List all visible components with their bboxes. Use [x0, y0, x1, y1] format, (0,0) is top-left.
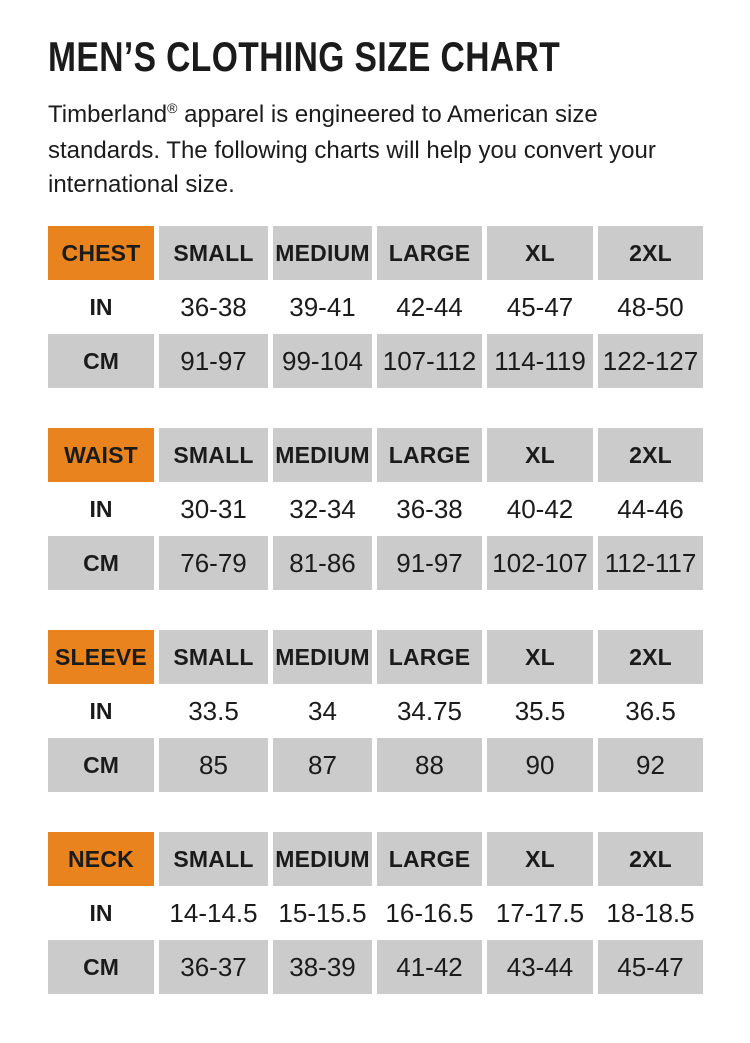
size-col-header-2xl: 2XL: [598, 832, 703, 886]
neck-in-xl: 17-17.5: [495, 897, 585, 928]
neck-in-large: 16-16.5: [385, 897, 474, 928]
chest-cm-xl: 114-119: [487, 334, 593, 388]
intro-text: Timberland® apparel is engineered to Ame…: [48, 98, 703, 202]
unit-label-in: IN: [89, 293, 113, 320]
neck-cm-large: 41-42: [377, 940, 482, 994]
neck-cm-xl: 43-44: [487, 940, 593, 994]
size-table-chest: CHEST SMALL MEDIUM LARGE XL 2XL IN 36-38…: [48, 226, 703, 388]
size-table-waist: WAIST SMALL MEDIUM LARGE XL 2XL IN 30-31…: [48, 428, 703, 590]
unit-label-cm: CM: [48, 738, 154, 792]
sleeve-in-large: 34.75: [396, 695, 463, 726]
chest-cm-small: 91-97: [159, 334, 268, 388]
unit-label-cm: CM: [48, 536, 154, 590]
registered-trademark: ®: [167, 100, 178, 116]
neck-inches-row: IN 14-14.5 15-15.5 16-16.5 17-17.5 18-18…: [48, 886, 703, 940]
waist-inches-row: IN 30-31 32-34 36-38 40-42 44-46: [48, 482, 703, 536]
size-col-header-small: SMALL: [159, 428, 268, 482]
chest-cm-large: 107-112: [377, 334, 482, 388]
size-col-header-small: SMALL: [159, 832, 268, 886]
unit-label-in: IN: [89, 697, 113, 724]
chest-header-row: CHEST SMALL MEDIUM LARGE XL 2XL: [48, 226, 703, 280]
waist-cm-small: 76-79: [159, 536, 268, 590]
sleeve-cm-xl: 90: [487, 738, 593, 792]
sleeve-label-cell: SLEEVE: [48, 630, 154, 684]
neck-centimeters-row: CM 36-37 38-39 41-42 43-44 45-47: [48, 940, 703, 994]
waist-in-xl: 40-42: [506, 493, 574, 524]
size-col-header-small: SMALL: [159, 630, 268, 684]
waist-cm-medium: 81-86: [273, 536, 372, 590]
size-col-header-large: LARGE: [377, 428, 482, 482]
size-col-header-2xl: 2XL: [598, 630, 703, 684]
waist-label-cell: WAIST: [48, 428, 154, 482]
neck-in-small: 14-14.5: [169, 897, 258, 928]
chest-in-2xl: 48-50: [617, 291, 684, 322]
sleeve-cm-small: 85: [159, 738, 268, 792]
chest-in-small: 36-38: [180, 291, 247, 322]
chest-in-medium: 39-41: [289, 291, 356, 322]
size-col-header-xl: XL: [487, 428, 593, 482]
brand-name: Timberland: [48, 101, 168, 128]
size-col-header-large: LARGE: [377, 832, 482, 886]
chest-in-xl: 45-47: [506, 291, 574, 322]
neck-cm-small: 36-37: [159, 940, 268, 994]
size-col-header-medium: MEDIUM: [273, 226, 372, 280]
chest-inches-row: IN 36-38 39-41 42-44 45-47 48-50: [48, 280, 703, 334]
waist-cm-xl: 102-107: [487, 536, 593, 590]
waist-cm-large: 91-97: [377, 536, 482, 590]
size-col-header-medium: MEDIUM: [273, 832, 372, 886]
size-table-neck: NECK SMALL MEDIUM LARGE XL 2XL IN 14-14.…: [48, 832, 703, 994]
waist-header-row: WAIST SMALL MEDIUM LARGE XL 2XL: [48, 428, 703, 482]
unit-label-cm: CM: [48, 940, 154, 994]
size-col-header-2xl: 2XL: [598, 226, 703, 280]
size-col-header-2xl: 2XL: [598, 428, 703, 482]
sleeve-inches-row: IN 33.5 34 34.75 35.5 36.5: [48, 684, 703, 738]
neck-header-row: NECK SMALL MEDIUM LARGE XL 2XL: [48, 832, 703, 886]
sleeve-in-2xl: 36.5: [625, 695, 676, 726]
sleeve-in-xl: 35.5: [514, 695, 566, 726]
waist-centimeters-row: CM 76-79 81-86 91-97 102-107 112-117: [48, 536, 703, 590]
intro-body: apparel is engineered to American size s…: [48, 101, 656, 198]
size-col-header-medium: MEDIUM: [273, 428, 372, 482]
waist-in-medium: 32-34: [289, 493, 356, 524]
size-col-header-xl: XL: [487, 630, 593, 684]
size-col-header-xl: XL: [487, 226, 593, 280]
sleeve-in-medium: 34: [308, 695, 337, 726]
page-title: MEN’S CLOTHING SIZE CHART: [48, 33, 561, 80]
chest-cm-2xl: 122-127: [598, 334, 703, 388]
size-col-header-large: LARGE: [377, 630, 482, 684]
size-chart-page: MEN’S CLOTHING SIZE CHART Timberland® ap…: [48, 33, 703, 994]
chest-in-large: 42-44: [396, 291, 463, 322]
neck-cm-2xl: 45-47: [598, 940, 703, 994]
sleeve-cm-large: 88: [377, 738, 482, 792]
neck-label-cell: NECK: [48, 832, 154, 886]
waist-in-small: 30-31: [180, 493, 247, 524]
size-table-sleeve: SLEEVE SMALL MEDIUM LARGE XL 2XL IN 33.5…: [48, 630, 703, 792]
unit-label-in: IN: [89, 899, 113, 926]
size-col-header-large: LARGE: [377, 226, 482, 280]
sleeve-header-row: SLEEVE SMALL MEDIUM LARGE XL 2XL: [48, 630, 703, 684]
unit-label-in: IN: [89, 495, 113, 522]
size-col-header-small: SMALL: [159, 226, 268, 280]
unit-label-cm: CM: [48, 334, 154, 388]
neck-cm-medium: 38-39: [273, 940, 372, 994]
chest-centimeters-row: CM 91-97 99-104 107-112 114-119 122-127: [48, 334, 703, 388]
neck-in-medium: 15-15.5: [278, 897, 367, 928]
size-col-header-medium: MEDIUM: [273, 630, 372, 684]
neck-in-2xl: 18-18.5: [606, 897, 695, 928]
waist-cm-2xl: 112-117: [598, 536, 703, 590]
chest-cm-medium: 99-104: [273, 334, 372, 388]
sleeve-cm-2xl: 92: [598, 738, 703, 792]
waist-in-large: 36-38: [396, 493, 463, 524]
sleeve-cm-medium: 87: [273, 738, 372, 792]
sleeve-in-small: 33.5: [188, 695, 239, 726]
sleeve-centimeters-row: CM 85 87 88 90 92: [48, 738, 703, 792]
waist-in-2xl: 44-46: [617, 493, 684, 524]
chest-label-cell: CHEST: [48, 226, 154, 280]
size-col-header-xl: XL: [487, 832, 593, 886]
